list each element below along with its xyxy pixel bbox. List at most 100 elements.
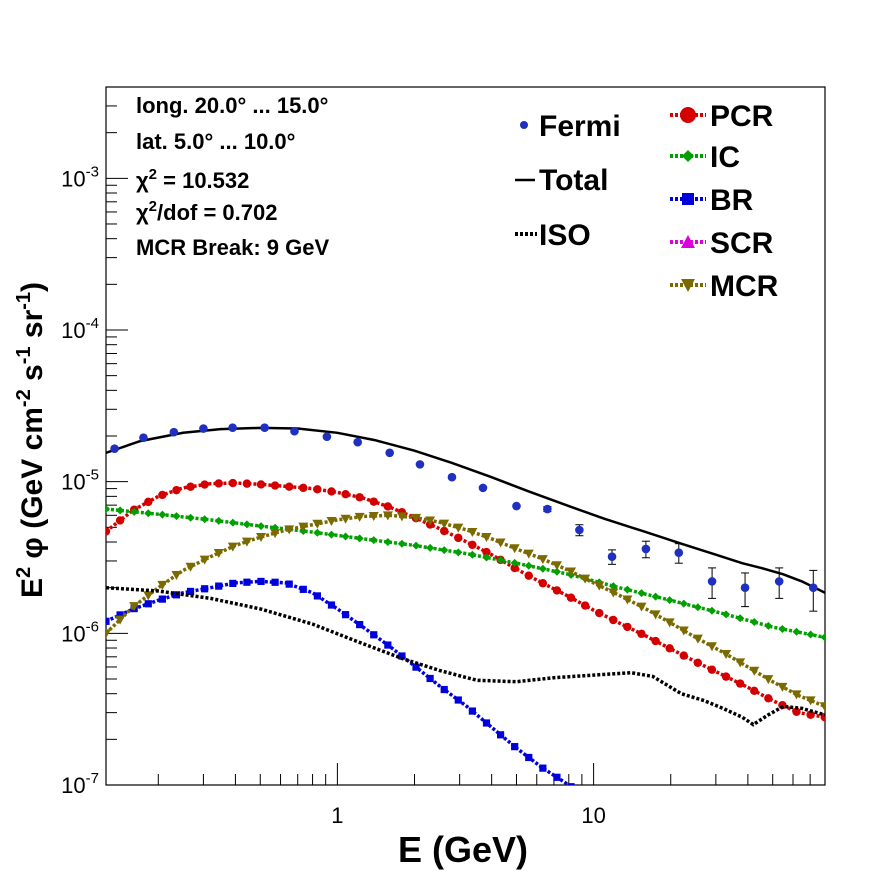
fermi-point [139, 433, 148, 442]
series-br-marker [567, 783, 575, 785]
series-pcr-marker [144, 497, 153, 507]
fermi-point [447, 472, 457, 482]
legend-iso-label: ISO [539, 219, 591, 252]
series-mcr-marker [692, 634, 703, 644]
series-mcr-marker [566, 567, 577, 577]
legend-br-marker [682, 193, 694, 205]
fermi-point [478, 483, 488, 493]
series-pcr-marker [693, 658, 703, 668]
series-pcr-marker [186, 482, 195, 491]
series-pcr-marker [665, 644, 674, 653]
info-latitude: lat. 5.0° ... 10.0° [136, 129, 295, 154]
series-ic-marker [750, 618, 759, 627]
series-mcr-marker [284, 525, 295, 535]
y-axis-title: E2 φ (GeV cm-2 s-1 sr-1) [13, 282, 49, 598]
series-mcr-marker [396, 512, 407, 522]
series-pcr-marker [735, 679, 745, 688]
series-br-marker [229, 579, 237, 588]
series-mcr-marker [749, 666, 760, 676]
series-br-line [106, 579, 572, 785]
series-mcr-marker [551, 561, 562, 571]
series-pcr-marker [355, 493, 364, 502]
fermi-point [260, 423, 269, 432]
series-pcr-marker [299, 483, 308, 493]
series-ic-marker [665, 596, 674, 605]
series-br-marker [539, 764, 547, 772]
series-mcr-marker [439, 519, 450, 529]
series-br-marker [398, 652, 406, 660]
series-mcr-marker [213, 549, 224, 559]
y-tick-label: 10-7 [61, 770, 99, 798]
fermi-point [110, 444, 119, 453]
fermi-point [575, 525, 584, 535]
series-br-marker [327, 601, 336, 609]
series-ic-marker [736, 614, 745, 623]
series-br-marker [285, 580, 293, 588]
series-br-marker [201, 585, 209, 593]
series-mcr-marker [636, 602, 647, 612]
y-tick-label: 10-4 [61, 315, 99, 343]
series-mcr-marker [256, 533, 267, 543]
series-ic-marker [397, 539, 406, 548]
series-ic-line [106, 507, 825, 640]
series-pcr-marker [200, 480, 209, 489]
series-mcr-marker [706, 642, 717, 652]
fermi-point [512, 501, 521, 511]
series-mcr-marker [354, 512, 365, 522]
series-mcr-marker [368, 511, 379, 521]
series-br-marker [116, 611, 124, 619]
legend-mcr-marker [681, 279, 695, 292]
series-mcr-marker [791, 690, 802, 700]
y-title-e: E [16, 578, 49, 598]
series-br-marker [384, 641, 392, 649]
info-chi2-dof: χ2/dof = 0.702 [136, 198, 277, 225]
series-mcr-marker [537, 555, 548, 565]
series-mcr-marker [143, 591, 154, 601]
series-ic-marker [144, 509, 153, 518]
legend-pcr-marker [680, 107, 696, 123]
series-ic-marker [186, 513, 195, 522]
series-pcr-marker [609, 615, 618, 625]
legend-br-label: BR [710, 184, 754, 217]
y-tick-label: 10-3 [61, 163, 99, 191]
series-mcr-marker [157, 580, 168, 590]
series-ic-marker [440, 546, 449, 555]
series-pcr-marker [313, 485, 322, 494]
series-pcr-marker [510, 563, 519, 573]
legend-scr-marker [681, 235, 695, 248]
series-mcr-marker [495, 538, 506, 548]
series-pcr-marker [637, 629, 646, 639]
series-pcr-marker [214, 479, 223, 488]
series-pcr-marker [524, 571, 533, 580]
chi2-symbol: χ [136, 168, 149, 193]
series-br-marker [511, 743, 519, 751]
y-title-sup1: 2 [13, 567, 35, 578]
series-ic-marker [426, 543, 435, 552]
series-pcr-marker [256, 480, 266, 489]
y-title-sup2: -2 [13, 389, 35, 407]
chi2-sup: 2 [149, 166, 157, 183]
y-title-phi: φ (GeV cm [16, 407, 49, 567]
series-group [106, 426, 825, 785]
series-mcr-marker [411, 513, 422, 523]
series-br-marker [271, 578, 279, 586]
series-ic-marker [242, 520, 251, 529]
series-ic-marker [722, 610, 731, 619]
axes-group: 1 10 10-7 10-6 10-5 10-4 10-3 [61, 86, 826, 828]
info-box: long. 20.0° ... 15.0° lat. 5.0° ... 10.0… [136, 93, 330, 260]
series-pcr-marker [764, 694, 773, 703]
series-pcr-marker [580, 601, 590, 610]
series-ic-marker [552, 567, 561, 576]
fermi-point [322, 432, 332, 441]
series-ic-marker [412, 541, 421, 550]
series-pcr-marker [115, 516, 125, 525]
series-pcr-marker [327, 487, 336, 496]
fermi-points-group [110, 423, 818, 612]
series-br-marker [468, 707, 476, 715]
series-br-marker [356, 621, 364, 629]
series-pcr-marker [172, 485, 181, 495]
x-axis-title: E (GeV) [398, 829, 528, 870]
fermi-point [169, 427, 179, 437]
series-br-marker [257, 577, 265, 586]
